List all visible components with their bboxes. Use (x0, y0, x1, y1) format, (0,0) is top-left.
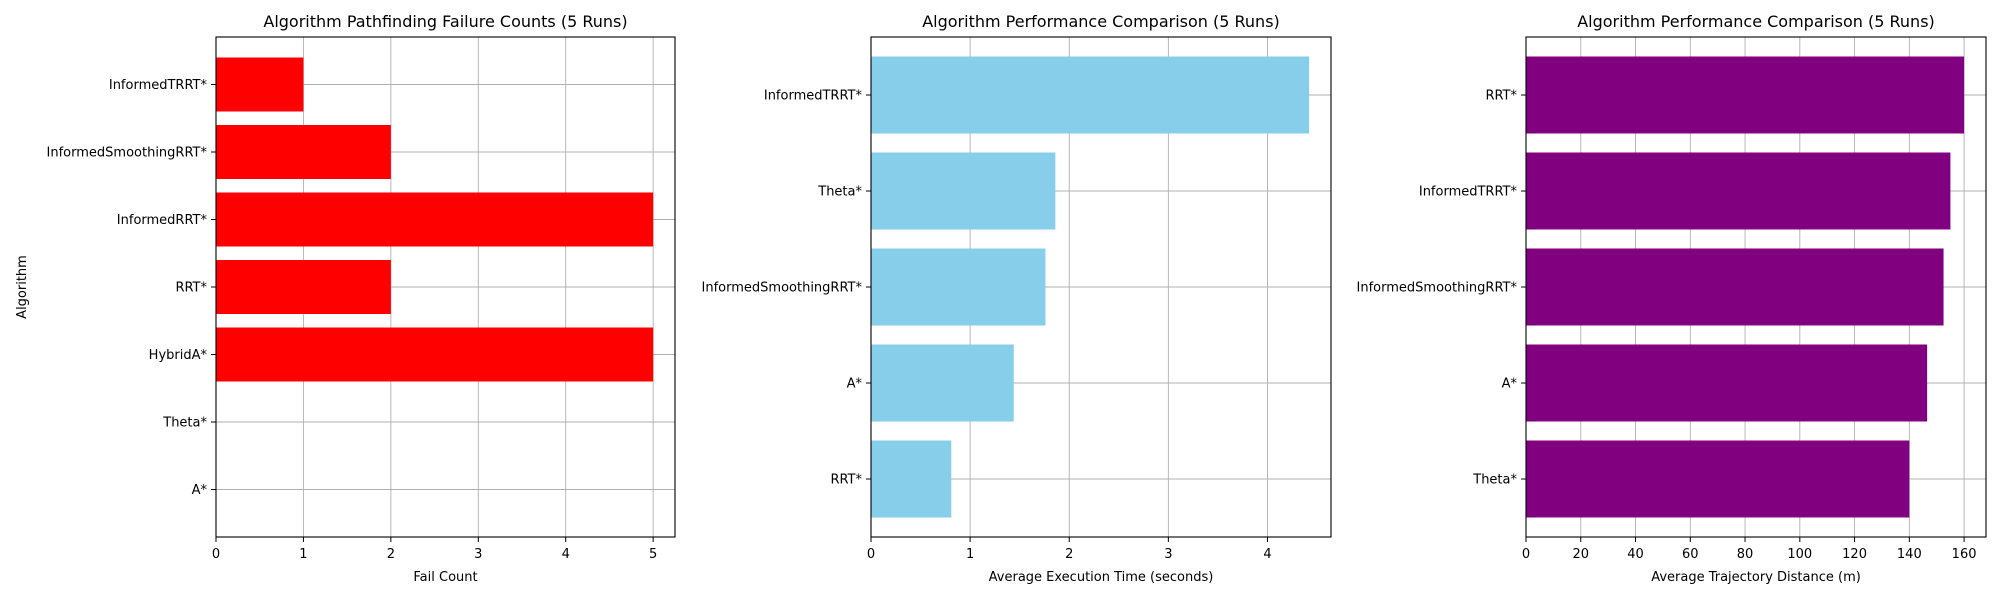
x-tick-label: 120 (1842, 547, 1867, 562)
x-tick-label: 2 (387, 547, 395, 562)
y-tick-label: InformedTRRT* (764, 89, 863, 104)
chart-panel-3: 0 20 40 60 80 100 120 140 160 Theta* A* InformedSmo… (1357, 12, 1987, 585)
chart-panel-2: 0 1 2 3 4 RRT* A* InformedSmoothingRRT* Theta* In… (702, 12, 1332, 585)
x-tick-label: 20 (1572, 547, 1589, 562)
x-tick-label: 100 (1787, 547, 1812, 562)
bar-InformedSmoothingRRT* (216, 125, 391, 179)
bar-Theta* (871, 152, 1056, 230)
x-tick-label: 160 (1952, 547, 1977, 562)
y-axis-label: Algorithm (15, 255, 30, 319)
y-tick-label: A* (192, 483, 208, 498)
y-tick-label: A* (1502, 377, 1518, 392)
x-axis-label: Fail Count (413, 570, 477, 585)
y-tick-label: InformedTRRT* (109, 78, 208, 93)
x-tick-label: 0 (212, 547, 220, 562)
bar-RRT* (216, 260, 391, 314)
y-tick-label: InformedSmoothingRRT* (1357, 281, 1518, 296)
x-axis-label: Average Execution Time (seconds) (989, 570, 1214, 585)
bar-RRT* (871, 440, 952, 518)
y-tick-label: A* (847, 377, 863, 392)
x-tick-label: 0 (867, 547, 875, 562)
x-tick-label: 2 (1065, 547, 1073, 562)
y-tick-label: InformedSmoothingRRT* (702, 281, 863, 296)
y-tick-label: Theta* (1472, 473, 1517, 488)
y-tick-label: Theta* (817, 185, 862, 200)
y-tick-label: Theta* (162, 416, 207, 431)
x-tick-label: 3 (474, 547, 482, 562)
x-tick-label: 140 (1897, 547, 1922, 562)
x-tick-label: 40 (1627, 547, 1644, 562)
x-tick-label: 60 (1682, 547, 1699, 562)
y-tick-label: InformedTRRT* (1419, 185, 1518, 200)
x-tick-label: 4 (562, 547, 570, 562)
y-tick-label: RRT* (830, 473, 862, 488)
y-tick-label: RRT* (175, 281, 207, 296)
chart-title: Algorithm Performance Comparison (5 Runs… (922, 12, 1280, 31)
x-tick-label: 80 (1737, 547, 1754, 562)
chart-title: Algorithm Pathfinding Failure Counts (5 … (263, 12, 627, 31)
bar-InformedSmoothingRRT* (1526, 248, 1944, 326)
bar-InformedTRRT* (216, 57, 304, 112)
x-tick-label: 0 (1522, 547, 1530, 562)
y-tick-label: HybridA* (149, 348, 208, 363)
x-tick-label: 5 (649, 547, 657, 562)
chart-panel-1: 0 1 2 3 4 5 A* Theta* HybridA* RRT* InformedRRT* In… (15, 12, 676, 585)
bar-InformedSmoothingRRT* (871, 248, 1046, 326)
bar-A* (871, 344, 1014, 422)
bar-A* (1526, 344, 1928, 422)
y-tick-label: InformedRRT* (117, 213, 208, 228)
y-tick-label: RRT* (1485, 89, 1517, 104)
x-tick-label: 3 (1164, 547, 1172, 562)
y-tick-label: InformedSmoothingRRT* (47, 146, 208, 161)
bar-HybridA* (216, 327, 654, 382)
x-tick-label: 4 (1263, 547, 1271, 562)
bar-RRT* (1526, 56, 1965, 134)
bar-InformedTRRT* (1526, 152, 1951, 230)
chart-title: Algorithm Performance Comparison (5 Runs… (1577, 12, 1935, 31)
bar-InformedTRRT* (871, 56, 1310, 134)
bar-InformedRRT* (216, 192, 654, 247)
x-axis-label: Average Trajectory Distance (m) (1651, 570, 1861, 585)
bar-Theta* (1526, 440, 1910, 518)
x-tick-label: 1 (966, 547, 974, 562)
x-tick-label: 1 (299, 547, 307, 562)
